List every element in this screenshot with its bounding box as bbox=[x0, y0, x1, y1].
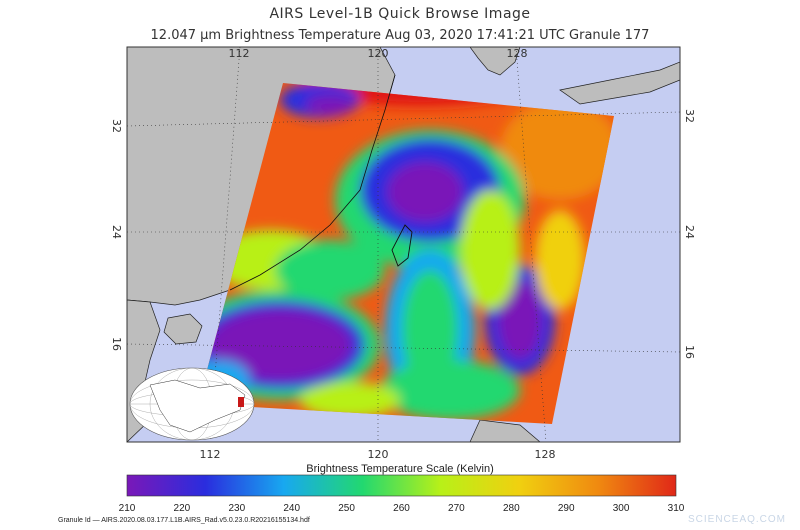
lat-tick-left-2: 24 bbox=[110, 225, 123, 239]
lon-tick-bottom-1: 112 bbox=[200, 448, 221, 461]
lon-tick-top-3: 128 bbox=[507, 47, 528, 60]
lat-tick-right-3: 16 bbox=[683, 345, 696, 359]
colorbar-tick-label: 250 bbox=[338, 503, 355, 514]
lon-tick-top-1: 112 bbox=[229, 47, 250, 60]
colorbar-tick-label: 230 bbox=[228, 503, 245, 514]
colorbar-title: Brightness Temperature Scale (Kelvin) bbox=[306, 463, 494, 475]
lat-tick-right-1: 32 bbox=[683, 109, 696, 123]
colorbar-tick-label: 280 bbox=[503, 503, 520, 514]
colorbar-tick-label: 260 bbox=[393, 503, 410, 514]
colorbar-tick-label: 210 bbox=[119, 503, 136, 514]
graticule bbox=[127, 47, 680, 442]
lon-tick-top-2: 120 bbox=[368, 47, 389, 60]
colorbar-tick-label: 290 bbox=[558, 503, 575, 514]
colorbar-tick-label: 270 bbox=[448, 503, 465, 514]
watermark: SCIENCEAQ.COM bbox=[687, 514, 786, 525]
image-title: AIRS Level-1B Quick Browse Image bbox=[269, 6, 531, 22]
inset-globe bbox=[129, 367, 255, 441]
granule-id: Granule Id — AIRS.2020.08.03.177.L1B.AIR… bbox=[58, 517, 310, 524]
lon-tick-bottom-3: 128 bbox=[535, 448, 556, 461]
coastline bbox=[229, 74, 396, 291]
philippines-land bbox=[469, 419, 541, 442]
colorbar-strip bbox=[126, 474, 677, 497]
taiwan-coastline bbox=[391, 224, 413, 267]
korea-land bbox=[469, 47, 521, 76]
lat-tick-left-3: 16 bbox=[110, 337, 123, 351]
japan-land bbox=[559, 61, 680, 105]
colorbar-tick-label: 220 bbox=[174, 503, 191, 514]
image-subtitle: 12.047 μm Brightness Temperature Aug 03,… bbox=[150, 28, 650, 43]
lon-tick-bottom-2: 120 bbox=[368, 448, 389, 461]
colorbar-tick-label: 240 bbox=[283, 503, 300, 514]
lat-tick-left-1: 32 bbox=[110, 119, 123, 133]
lat-tick-right-2: 24 bbox=[683, 225, 696, 239]
colorbar-tick-label: 300 bbox=[613, 503, 630, 514]
map-frame bbox=[126, 46, 681, 443]
hainan-island bbox=[163, 313, 203, 345]
colorbar-tick-label: 310 bbox=[668, 503, 685, 514]
